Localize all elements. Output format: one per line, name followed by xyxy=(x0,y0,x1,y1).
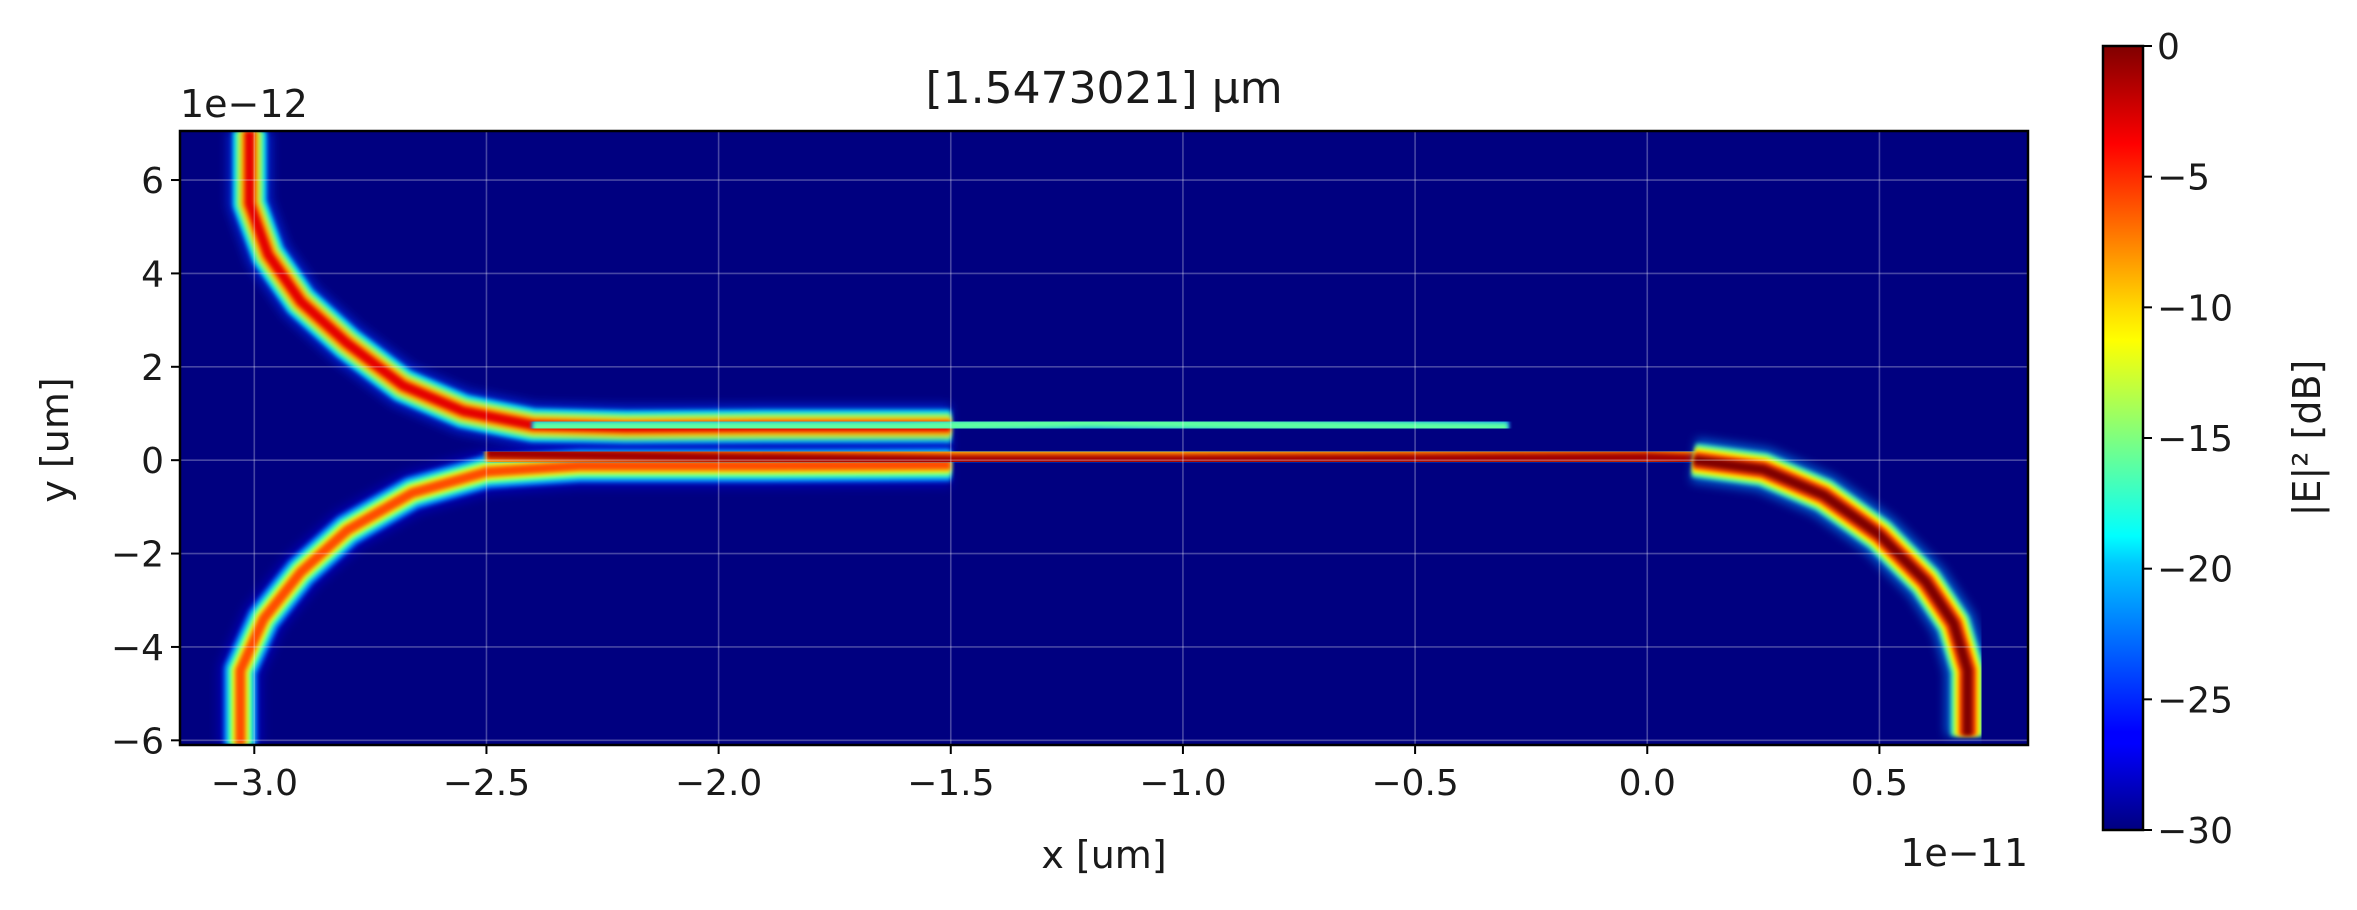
x-tick-label: −1.0 xyxy=(1139,763,1226,804)
y-tick-label: 4 xyxy=(141,254,164,295)
grid-lines xyxy=(180,131,2028,745)
axes-frame xyxy=(178,129,2030,747)
y-tick-label: 0 xyxy=(141,441,164,482)
field-stroke xyxy=(486,448,1718,466)
colorbar-tick-label: −10 xyxy=(2157,288,2233,329)
x-axis-ticks: −3.0 −2.5 −2.0 −1.5 −1.0 −0.5 0.0 0.5 xyxy=(211,745,1908,804)
colorbar-tick-label: 0 xyxy=(2157,27,2180,68)
plot-area xyxy=(180,131,2028,745)
chart-title: [1.5473021] μm xyxy=(925,63,1282,114)
colorbar xyxy=(2101,44,2145,832)
y-tick-label: −4 xyxy=(111,628,164,669)
y-axis-label: y [um] xyxy=(33,377,77,502)
field-stroke xyxy=(1693,455,1973,736)
colorbar-tick-label: −25 xyxy=(2157,680,2233,721)
x-tick-label: −2.0 xyxy=(675,763,762,804)
field-path-right-bend xyxy=(1690,438,1990,736)
colorbar-tick-label: −5 xyxy=(2157,158,2210,199)
y-offset-label: 1e−12 xyxy=(180,82,308,126)
y-axis-ticks: 6 4 2 0 −2 −4 −6 xyxy=(111,161,180,762)
field-layer xyxy=(218,131,1990,745)
colorbar-label: |E|² [dB] xyxy=(2285,360,2330,517)
y-tick-label: −2 xyxy=(111,535,164,576)
y-tick-label: −6 xyxy=(111,721,164,762)
colorbar-tick-label: −30 xyxy=(2157,811,2233,852)
x-tick-label: −2.5 xyxy=(443,763,530,804)
x-offset-label: 1e−11 xyxy=(1900,831,2028,875)
colorbar-ticks: 0 −5 −10 −15 −20 −25 −30 xyxy=(2143,27,2233,852)
x-tick-label: 0.0 xyxy=(1619,763,1676,804)
x-tick-label: −3.0 xyxy=(211,763,298,804)
x-tick-label: −1.5 xyxy=(907,763,994,804)
x-tick-label: 0.5 xyxy=(1851,763,1908,804)
x-tick-label: −0.5 xyxy=(1371,763,1458,804)
colorbar-tick-label: −15 xyxy=(2157,419,2233,460)
field-path-lower-bus-center xyxy=(486,431,1718,483)
field-path-upper-coupled-fade xyxy=(532,409,1509,441)
x-axis-label: x [um] xyxy=(1041,833,1166,877)
y-tick-label: 2 xyxy=(141,348,164,389)
y-tick-label: 6 xyxy=(141,161,164,202)
field-stroke xyxy=(532,417,1509,433)
colorbar-tick-label: −20 xyxy=(2157,550,2233,591)
